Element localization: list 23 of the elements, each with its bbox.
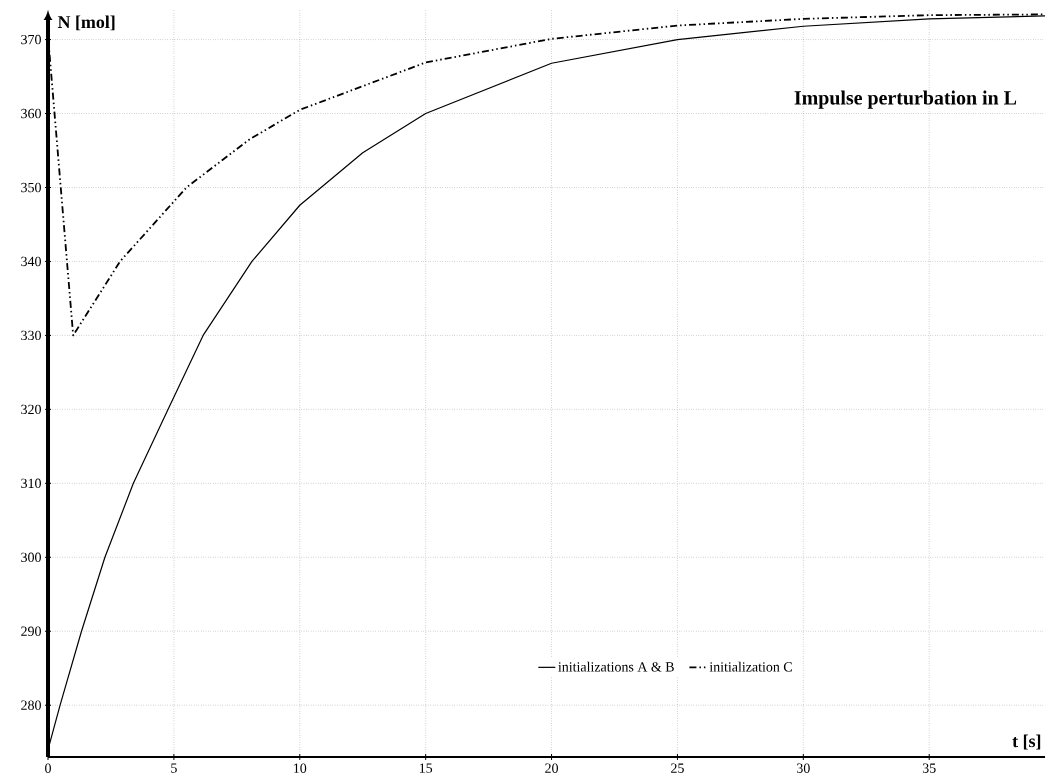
- y-tick-label: 280: [21, 700, 41, 710]
- x-tick-label: 35: [922, 763, 936, 773]
- legend-label: initializations A & B: [558, 661, 674, 672]
- text: Impulse perturbation in L: [794, 90, 1017, 109]
- y-tick-label: 330: [21, 330, 41, 341]
- y-axis-title: N [mol]: [57, 15, 115, 31]
- y-tick-label: 360: [21, 108, 41, 119]
- x-tick-label: 30: [797, 763, 810, 773]
- y-tick-label: 370: [21, 34, 41, 45]
- x-tick-label: 0: [45, 763, 51, 773]
- y-tick-label: 340: [21, 256, 41, 267]
- y-tick-label: 290: [21, 626, 41, 636]
- x-tick-label: 20: [545, 763, 558, 773]
- y-tick-label: 350: [21, 182, 41, 193]
- y-tick-label: 320: [21, 404, 41, 415]
- x-tick-label: 5: [171, 763, 177, 773]
- x-tick-label: 10: [294, 763, 307, 773]
- x-tick-label: 15: [419, 763, 433, 773]
- x-axis-title: t [s]: [1012, 734, 1041, 750]
- x-tick-label: 25: [671, 763, 684, 773]
- legend-label: initialization C: [709, 661, 792, 672]
- y-tick-label: 300: [21, 552, 41, 562]
- y-tick-label: 310: [21, 478, 41, 489]
